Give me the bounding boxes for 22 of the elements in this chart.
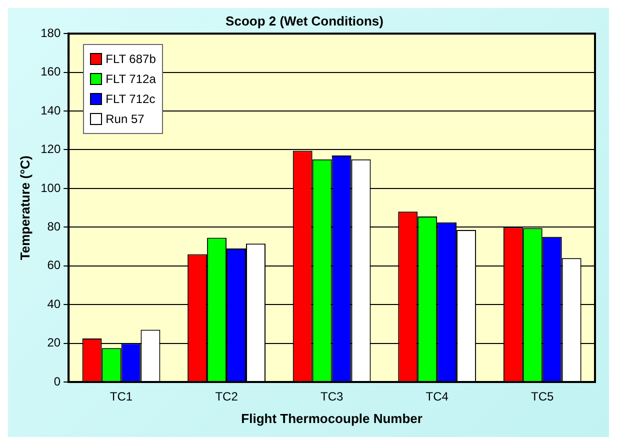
x-tick-label: TC4 — [426, 390, 449, 404]
y-axis-title: Temperature (°C) — [17, 155, 32, 260]
y-tick-label: 20 — [47, 336, 61, 350]
y-tick-label: 60 — [47, 258, 61, 272]
y-tick-label: 100 — [40, 180, 61, 195]
y-tick-label: 140 — [40, 103, 61, 118]
x-tick-label: TC3 — [320, 390, 344, 404]
y-tick-label: 80 — [47, 219, 61, 234]
y-tick-label: 0 — [54, 374, 61, 388]
y-tick-label: 40 — [47, 296, 61, 311]
x-tick-label: TC5 — [531, 390, 554, 404]
legend-label: FLT 712a — [106, 70, 156, 88]
legend-label: Run 57 — [106, 110, 144, 128]
y-tick-label: 180 — [40, 26, 61, 40]
x-axis-title: Flight Thermocouple Number — [241, 410, 422, 426]
chart-title: Scoop 2 (Wet Conditions) — [226, 13, 384, 28]
legend-label: FLT 687b — [106, 50, 156, 68]
y-tick-label: 160 — [40, 64, 61, 79]
y-tick-label: 120 — [40, 142, 61, 156]
x-tick-label: TC2 — [215, 390, 238, 404]
legend-label: FLT 712c — [106, 90, 156, 108]
x-tick-label: TC1 — [110, 390, 133, 404]
